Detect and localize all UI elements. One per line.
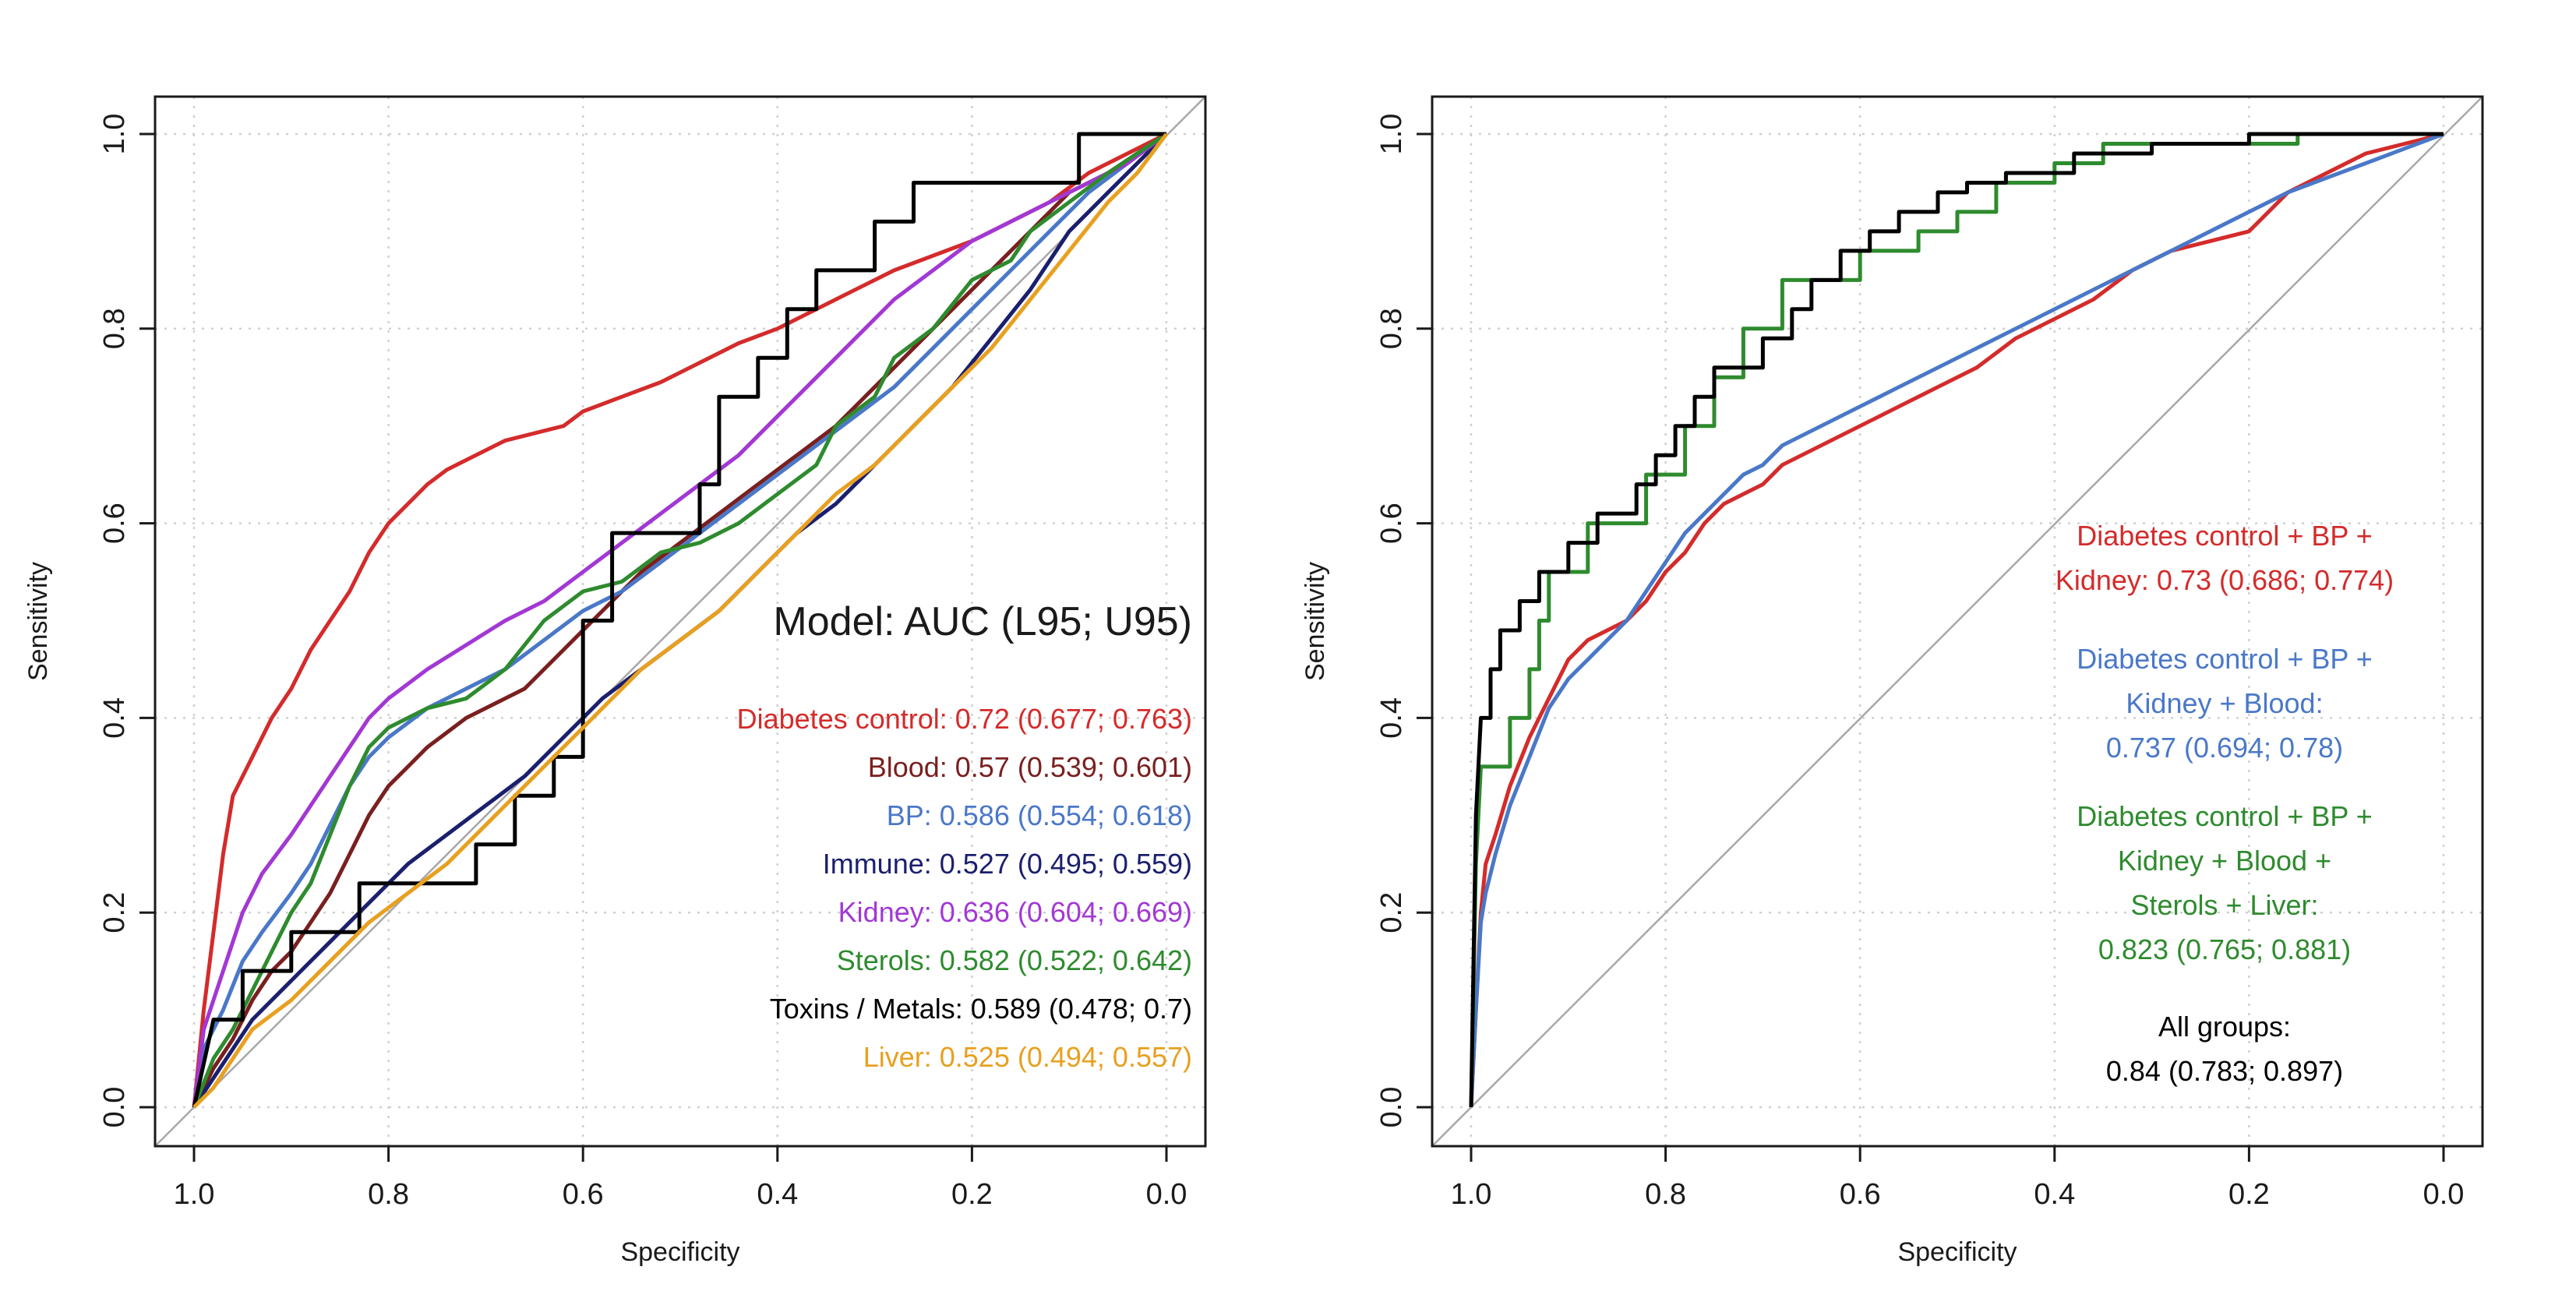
roc-curve-diabetes-control-bp-kidney bbox=[1469, 132, 2444, 1108]
y-tick-label: 0.0 bbox=[98, 1087, 131, 1128]
auc-annotations: Diabetes control + BP + Kidney: 0.73 (0.6… bbox=[2056, 520, 2394, 1087]
auc-annotation-line: Sterols + Liver: bbox=[2130, 889, 2318, 921]
auc-annotation-line: 0.823 (0.765; 0.881) bbox=[2098, 933, 2351, 965]
auc-annotation-line: Kidney + Blood + bbox=[2118, 845, 2331, 877]
legend-entry: BP: 0.586 (0.554; 0.618) bbox=[887, 799, 1192, 831]
auc-annotation-line: Diabetes control + BP + bbox=[2077, 643, 2373, 675]
auc-annotation-line: All groups: bbox=[2158, 1011, 2291, 1043]
y-tick-label: 0.8 bbox=[1375, 308, 1408, 349]
legend-entry: Immune: 0.527 (0.495; 0.559) bbox=[823, 848, 1192, 880]
roc-curve-kidney bbox=[192, 132, 1168, 1108]
legend-entry: Diabetes control: 0.72 (0.677; 0.763) bbox=[737, 703, 1192, 735]
y-tick-label: 1.0 bbox=[98, 114, 131, 155]
roc-series-group bbox=[1469, 132, 2444, 1108]
legend: Model: AUC (L95; U95) Diabetes control: 0… bbox=[737, 599, 1192, 1073]
axis-ticks: 1.0 0.8 0.6 0.4 0.2 0.0 0.0 0.2 0.4 0.6 0.8 1.0 bbox=[1375, 114, 2464, 1211]
plot-border bbox=[1431, 95, 2484, 1148]
roc-curve-diabetes-control-bp-kidney-blood bbox=[1469, 132, 2444, 1108]
y-tick-label: 0.4 bbox=[1375, 697, 1408, 739]
x-tick-label: 0.0 bbox=[1146, 1178, 1187, 1211]
roc-series-group bbox=[192, 132, 1169, 1109]
y-tick-label: 0.2 bbox=[98, 892, 131, 933]
x-tick-label: 0.6 bbox=[1840, 1178, 1881, 1211]
x-tick-label: 0.4 bbox=[757, 1178, 798, 1211]
auc-annotation-line: Kidney + Blood: bbox=[2126, 687, 2323, 719]
x-tick-label: 1.0 bbox=[1451, 1178, 1492, 1211]
legend-entry: Sterols: 0.582 (0.522; 0.642) bbox=[837, 944, 1192, 976]
legend-entry: Toxins / Metals: 0.589 (0.478; 0.7) bbox=[770, 993, 1192, 1025]
legend-entry: Liver: 0.525 (0.494; 0.557) bbox=[863, 1041, 1192, 1073]
legend-title: Model: AUC (L95; U95) bbox=[773, 599, 1192, 644]
roc-curve-all-groups bbox=[1469, 132, 2444, 1108]
auc-annotation-line: 0.84 (0.783; 0.897) bbox=[2106, 1055, 2343, 1087]
x-tick-label: 1.0 bbox=[174, 1178, 215, 1211]
x-tick-label: 0.4 bbox=[2034, 1178, 2075, 1211]
y-tick-label: 0.8 bbox=[98, 308, 131, 349]
y-axis-title: Sensitivity bbox=[1300, 562, 1330, 681]
y-tick-label: 0.2 bbox=[1375, 892, 1408, 933]
y-tick-label: 0.4 bbox=[98, 697, 131, 739]
y-tick-label: 0.0 bbox=[1375, 1087, 1408, 1128]
x-tick-label: 0.8 bbox=[1645, 1178, 1686, 1211]
x-tick-label: 0.6 bbox=[563, 1178, 604, 1211]
roc-curve-diabetes-control bbox=[192, 132, 1168, 1108]
roc-curve-sterols bbox=[192, 132, 1168, 1108]
auc-annotation-line: 0.737 (0.694; 0.78) bbox=[2106, 732, 2343, 764]
plot-border bbox=[154, 95, 1207, 1148]
x-axis-title: Specificity bbox=[1897, 1237, 2017, 1267]
right-roc-panel: 1.0 0.8 0.6 0.4 0.2 0.0 0.0 0.2 0.4 0.6 0.8 1.0 Spec… bbox=[1300, 95, 2484, 1267]
auc-annotation-line: Kidney: 0.73 (0.686; 0.774) bbox=[2056, 564, 2394, 596]
y-tick-label: 0.6 bbox=[1375, 503, 1408, 544]
roc-curve-toxins-metals bbox=[192, 132, 1166, 1108]
x-axis-title: Specificity bbox=[620, 1237, 739, 1267]
roc-curve-liver bbox=[192, 132, 1169, 1109]
y-axis-title: Sensitivity bbox=[23, 562, 53, 681]
grid bbox=[1432, 97, 2482, 1146]
x-tick-label: 0.2 bbox=[951, 1178, 993, 1211]
x-tick-label: 0.2 bbox=[2228, 1178, 2270, 1211]
x-tick-label: 0.8 bbox=[368, 1178, 409, 1211]
legend-entry: Kidney: 0.636 (0.604; 0.669) bbox=[838, 896, 1192, 928]
reference-diagonal bbox=[154, 96, 1206, 1147]
auc-annotation-line: Diabetes control + BP + bbox=[2077, 520, 2373, 552]
roc-curve-diabetes-control-bp-kidney-blood-sterols-liver bbox=[1469, 132, 2444, 1108]
x-tick-label: 0.0 bbox=[2423, 1178, 2465, 1211]
y-tick-label: 0.6 bbox=[98, 503, 131, 544]
axis-ticks: 1.0 0.8 0.6 0.4 0.2 0.0 0.0 0.2 0.4 0.6 0.8 1.0 bbox=[98, 114, 1187, 1211]
y-tick-label: 1.0 bbox=[1375, 114, 1408, 155]
left-roc-panel: 1.0 0.8 0.6 0.4 0.2 0.0 0.0 0.2 0.4 0.6 0.8 1.0 Spec… bbox=[23, 95, 1207, 1267]
reference-diagonal bbox=[1431, 96, 2483, 1147]
auc-annotation-line: Diabetes control + BP + bbox=[2077, 800, 2373, 832]
roc-curve-bp bbox=[192, 132, 1168, 1108]
legend-entry: Blood: 0.57 (0.539; 0.601) bbox=[868, 751, 1192, 783]
